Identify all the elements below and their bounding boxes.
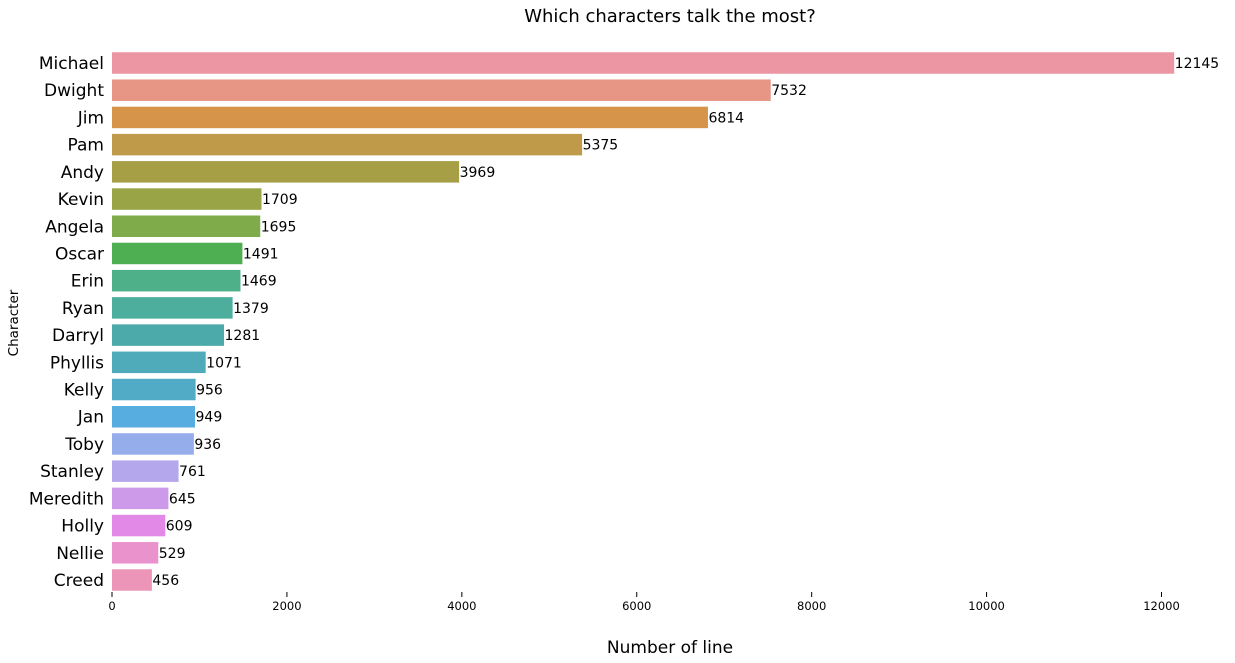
category-labels-group: Michael Dwight Jim Pam Andy Kevin Angela Oscar E…	[29, 54, 104, 591]
x-tick-label: 0	[108, 599, 115, 613]
bar-erin	[112, 269, 241, 292]
category-label: Stanley	[40, 462, 104, 482]
x-tick-label: 4000	[447, 599, 476, 613]
category-label: Oscar	[55, 244, 104, 264]
value-label: 761	[179, 464, 206, 480]
bar-jim	[112, 106, 708, 129]
category-label: Kelly	[64, 381, 104, 401]
category-label: Holly	[61, 517, 104, 537]
x-axis-label: Number of line	[607, 638, 733, 658]
bar-nellie	[112, 542, 159, 564]
value-label: 645	[169, 491, 196, 507]
bar-ryan	[112, 297, 233, 319]
category-label: Dwight	[44, 81, 104, 101]
category-label: Angela	[45, 217, 104, 237]
bar-creed	[112, 569, 152, 591]
bar-pam	[112, 133, 583, 156]
x-tick-label: 12000	[1143, 599, 1180, 613]
category-label: Erin	[71, 272, 104, 292]
y-axis-label: Character	[6, 289, 22, 356]
value-label: 1695	[261, 219, 297, 235]
value-label: 529	[159, 546, 186, 562]
bar-andy	[112, 161, 460, 183]
category-label: Ryan	[62, 299, 104, 319]
category-label: Creed	[54, 571, 104, 591]
bar-meredith	[112, 487, 169, 510]
bar-kevin	[112, 188, 262, 210]
category-label: Darryl	[52, 326, 104, 346]
chart-title: Which characters talk the most?	[524, 6, 816, 27]
value-label: 949	[196, 410, 223, 426]
bar-dwight	[112, 79, 771, 101]
bar-angela	[112, 215, 261, 238]
category-label: Kevin	[58, 190, 104, 210]
value-label: 1071	[206, 355, 242, 371]
value-label: 456	[152, 573, 179, 589]
value-label: 1281	[225, 328, 261, 344]
bar-darryl	[112, 324, 225, 346]
value-labels-group: 12145 7532 6814 5375 3969 1709 1695 1491 1469 137…	[152, 56, 1219, 589]
value-label: 12145	[1175, 56, 1220, 72]
category-label: Pam	[68, 136, 104, 156]
value-label: 1379	[233, 301, 269, 317]
x-tick-label: 2000	[272, 599, 301, 613]
bar-toby	[112, 433, 194, 455]
bars-group	[112, 52, 1175, 591]
bar-oscar	[112, 242, 243, 265]
x-ticks-group: 0 2000 4000 6000 8000 10000 12000	[108, 592, 1180, 613]
value-label: 1709	[262, 192, 298, 208]
bar-jan	[112, 405, 195, 428]
value-label: 7532	[771, 83, 807, 99]
bar-holly	[112, 514, 166, 537]
value-label: 1469	[241, 274, 277, 290]
category-label: Michael	[39, 54, 104, 74]
value-label: 609	[166, 519, 193, 535]
category-label: Andy	[61, 163, 104, 183]
value-label: 3969	[460, 165, 496, 181]
value-label: 1491	[243, 246, 279, 262]
category-label: Toby	[64, 435, 104, 455]
bar-phyllis	[112, 351, 206, 374]
bar-michael	[112, 52, 1175, 74]
value-label: 936	[194, 437, 221, 453]
value-label: 6814	[708, 110, 744, 126]
x-tick-label: 8000	[797, 599, 826, 613]
category-label: Jan	[77, 408, 104, 428]
category-label: Nellie	[56, 544, 104, 564]
category-label: Phyllis	[50, 353, 104, 373]
bar-kelly	[112, 378, 196, 401]
bar-stanley	[112, 460, 179, 482]
value-label: 956	[196, 383, 223, 399]
category-label: Meredith	[29, 489, 104, 509]
category-label: Jim	[77, 108, 104, 128]
x-tick-label: 6000	[622, 599, 651, 613]
value-label: 5375	[583, 138, 619, 154]
x-tick-label: 10000	[968, 599, 1005, 613]
